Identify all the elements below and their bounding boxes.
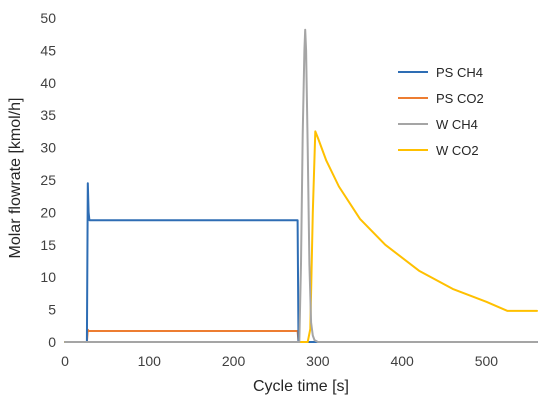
y-tick-label: 0	[48, 334, 56, 350]
y-tick-label: 15	[40, 237, 56, 253]
x-tick-label: 100	[138, 353, 162, 369]
y-tick-label: 10	[40, 269, 56, 285]
y-tick-label: 45	[40, 42, 56, 58]
legend-label: W CO2	[436, 143, 479, 158]
y-tick-label: 25	[40, 172, 56, 188]
legend-label: W CH4	[436, 117, 478, 132]
y-axis-ticks: 0 5 10 15 20 25 30 35 40 45 50	[40, 10, 56, 350]
x-tick-label: 500	[475, 353, 499, 369]
legend-label: PS CO2	[436, 91, 484, 106]
y-tick-label: 5	[48, 302, 56, 318]
y-tick-label: 35	[40, 107, 56, 123]
y-tick-label: 30	[40, 140, 56, 156]
x-tick-label: 400	[390, 353, 414, 369]
series-line-ps-co2	[64, 328, 538, 343]
y-axis-title: Molar flowrate [kmol/h]	[7, 98, 24, 259]
y-tick-label: 40	[40, 75, 56, 91]
x-tick-label: 200	[222, 353, 246, 369]
y-tick-label: 50	[40, 10, 56, 26]
legend-label: PS CH4	[436, 65, 483, 80]
x-axis-title: Cycle time [s]	[253, 378, 349, 395]
y-tick-label: 20	[40, 204, 56, 220]
series-lines	[64, 28, 538, 343]
x-axis-ticks: 0 100 200 300 400 500	[61, 353, 498, 369]
x-tick-label: 0	[61, 353, 69, 369]
legend: PS CH4 PS CO2 W CH4 W CO2	[398, 65, 484, 158]
x-tick-label: 300	[306, 353, 330, 369]
series-line-w-ch4	[64, 28, 538, 343]
